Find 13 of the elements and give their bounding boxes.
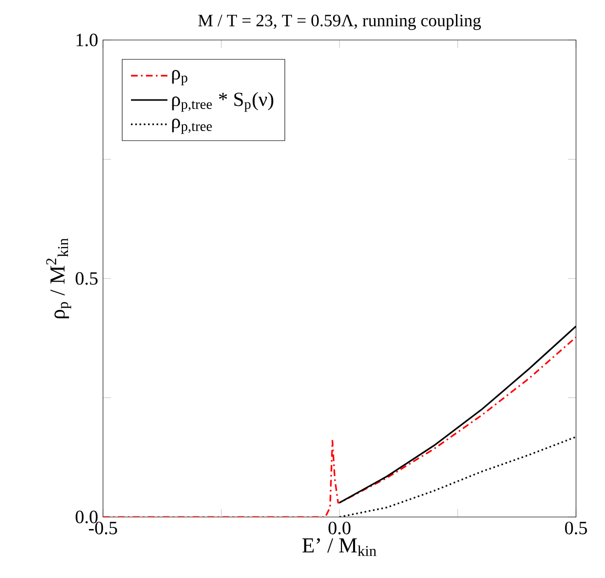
legend-label: ρ$_{p}$ — [172, 70, 188, 86]
y-tick-label: 1.0 — [76, 34, 98, 46]
x-axis-title: E’ / M$_{kin}$ — [302, 538, 376, 556]
legend-label: ρ$_{p,tree}$ — [172, 118, 212, 134]
x-tick-label: 0.0 — [328, 522, 350, 534]
x-tick-label: 0.5 — [565, 522, 587, 534]
legend-label: ρ$_{p,tree}$ * S$_{p}$(ν) — [172, 92, 274, 112]
chart-title: M / T = 23, T = 0.59Λ, running coupling — [198, 14, 481, 30]
x-tick-label: -0.5 — [88, 522, 118, 534]
y-tick-label: 0.5 — [76, 272, 98, 285]
y-axis-title: ρ$_{p}$ / M$^{2}$kin — [46, 238, 72, 318]
line-series — [103, 336, 576, 517]
y-tick-label: 0.0 — [76, 510, 98, 524]
